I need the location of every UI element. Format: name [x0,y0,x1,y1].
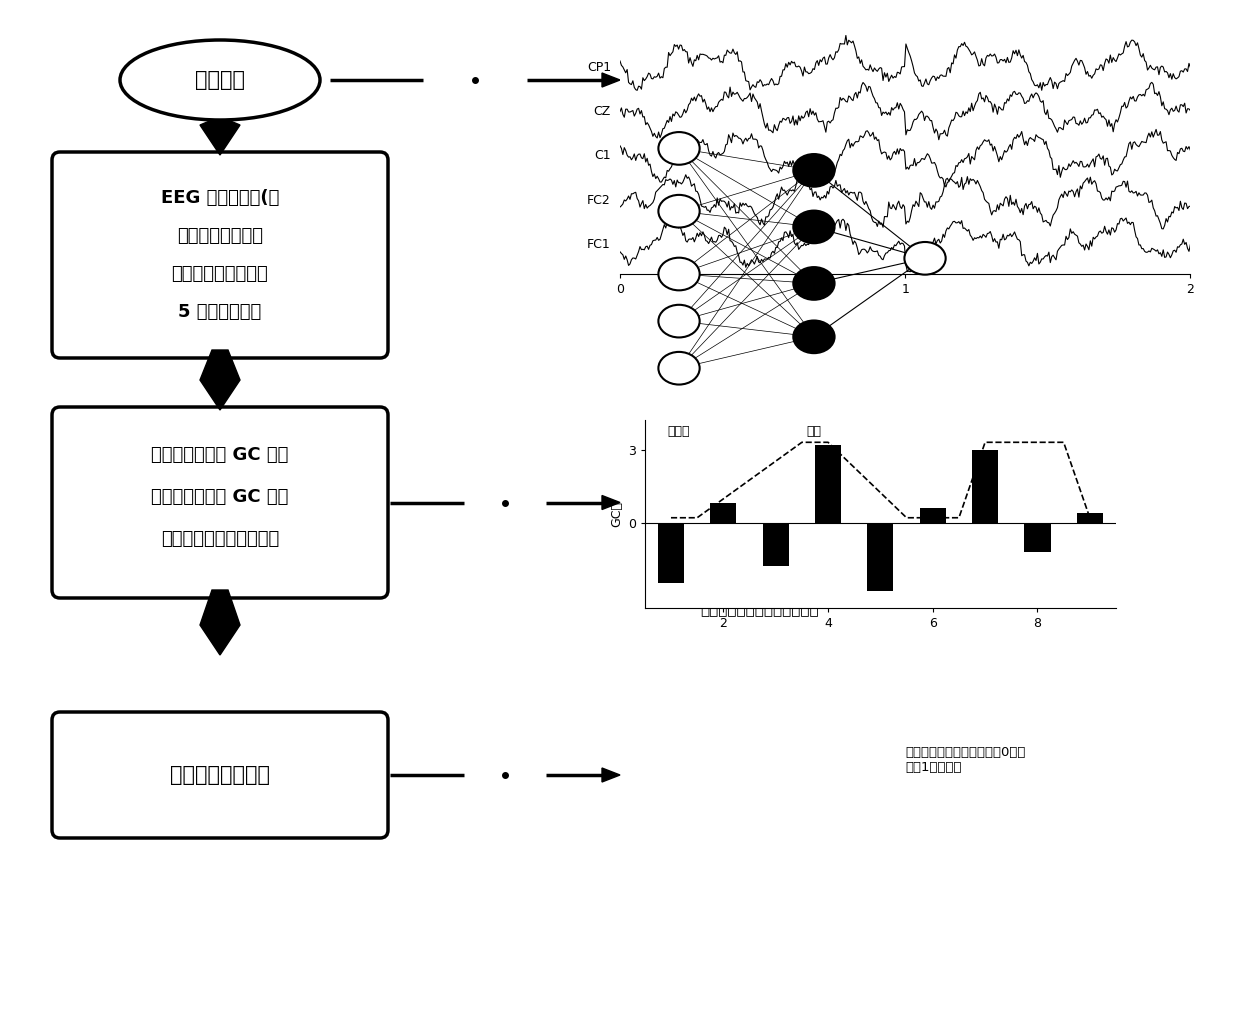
Bar [867,523,894,591]
Bar [658,523,684,583]
Polygon shape [200,590,241,655]
Text: 原始数据: 原始数据 [195,70,246,90]
Text: 矩阵，生成新的特征集）: 矩阵，生成新的特征集） [161,530,279,548]
Ellipse shape [120,40,320,120]
Bar [711,503,737,523]
Text: 具有显著差异的特征（边数）: 具有显著差异的特征（边数） [701,603,820,618]
Circle shape [658,352,699,385]
Text: 特征提取（计算 GC 邻接: 特征提取（计算 GC 邻接 [151,446,289,464]
Polygon shape [601,73,620,87]
Polygon shape [601,495,620,510]
Polygon shape [601,768,620,782]
Circle shape [794,154,835,186]
Text: 隐层: 隐层 [806,424,821,438]
Circle shape [658,194,699,228]
Circle shape [904,242,946,275]
Text: 5 次幪加平均）: 5 次幪加平均） [179,303,262,321]
Text: 输入层: 输入层 [668,424,691,438]
Text: 卷积神经网络分类: 卷积神经网络分类 [170,765,270,785]
Text: EEG 信号预处理(滤: EEG 信号预处理(滤 [161,189,279,207]
Bar [972,450,998,523]
Text: 波、切割、基线校: 波、切割、基线校 [177,227,263,245]
Circle shape [794,267,835,300]
Text: 正、去眼电及伪差、: 正、去眼电及伪差、 [171,265,268,283]
Circle shape [794,320,835,354]
Y-axis label: GC値: GC値 [610,501,624,527]
FancyBboxPatch shape [52,152,388,358]
Polygon shape [200,120,241,155]
Text: 矩阵，统计检验 GC 邻接: 矩阵，统计检验 GC 邻接 [151,488,289,506]
Circle shape [658,132,699,165]
Circle shape [794,211,835,243]
Bar [815,445,841,523]
FancyBboxPatch shape [52,407,388,598]
Bar [1076,513,1102,523]
Circle shape [658,305,699,337]
Polygon shape [200,350,241,410]
Bar [1024,523,1050,552]
Circle shape [658,257,699,291]
Bar [763,523,789,566]
FancyBboxPatch shape [52,712,388,838]
Text: 输出层（诚实与说谎标签，0为诚
实，1为说谎）: 输出层（诚实与说谎标签，0为诚 实，1为说谎） [905,746,1025,774]
Bar [920,508,946,523]
